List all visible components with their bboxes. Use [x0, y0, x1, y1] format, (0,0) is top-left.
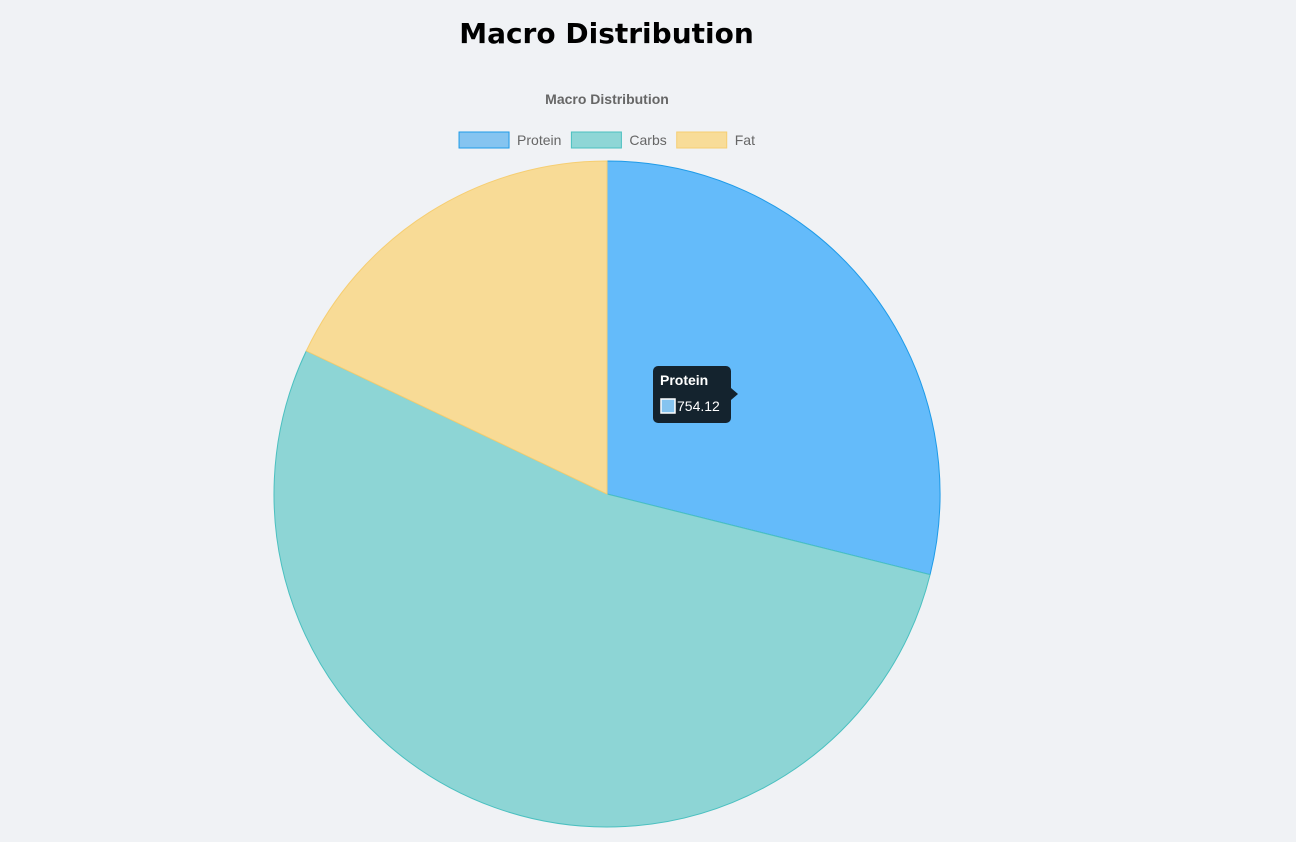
chart-legend: Protein Carbs Fat [458, 131, 755, 149]
legend-label-carbs[interactable]: Carbs [629, 132, 666, 148]
pie-slices [273, 160, 941, 828]
tooltip-value: 754.12 [677, 398, 720, 414]
pie-slice-protein[interactable] [606, 160, 941, 576]
tooltip-label: Protein [660, 372, 708, 388]
tooltip-caret [731, 388, 738, 400]
pie-slice-fat[interactable] [305, 160, 608, 495]
legend-swatch-protein [458, 131, 510, 149]
chart-title: Macro Distribution [545, 91, 669, 107]
tooltip-swatch [660, 398, 676, 414]
legend-label-protein[interactable]: Protein [517, 132, 561, 148]
chart-tooltip: Protein 754.12 [653, 366, 738, 423]
legend-swatch-carbs [570, 131, 622, 149]
legend-label-fat[interactable]: Fat [735, 132, 755, 148]
pie-slice-carbs[interactable] [273, 350, 931, 828]
legend-swatch-fat [676, 131, 728, 149]
page-title: Macro Distribution [459, 17, 754, 50]
